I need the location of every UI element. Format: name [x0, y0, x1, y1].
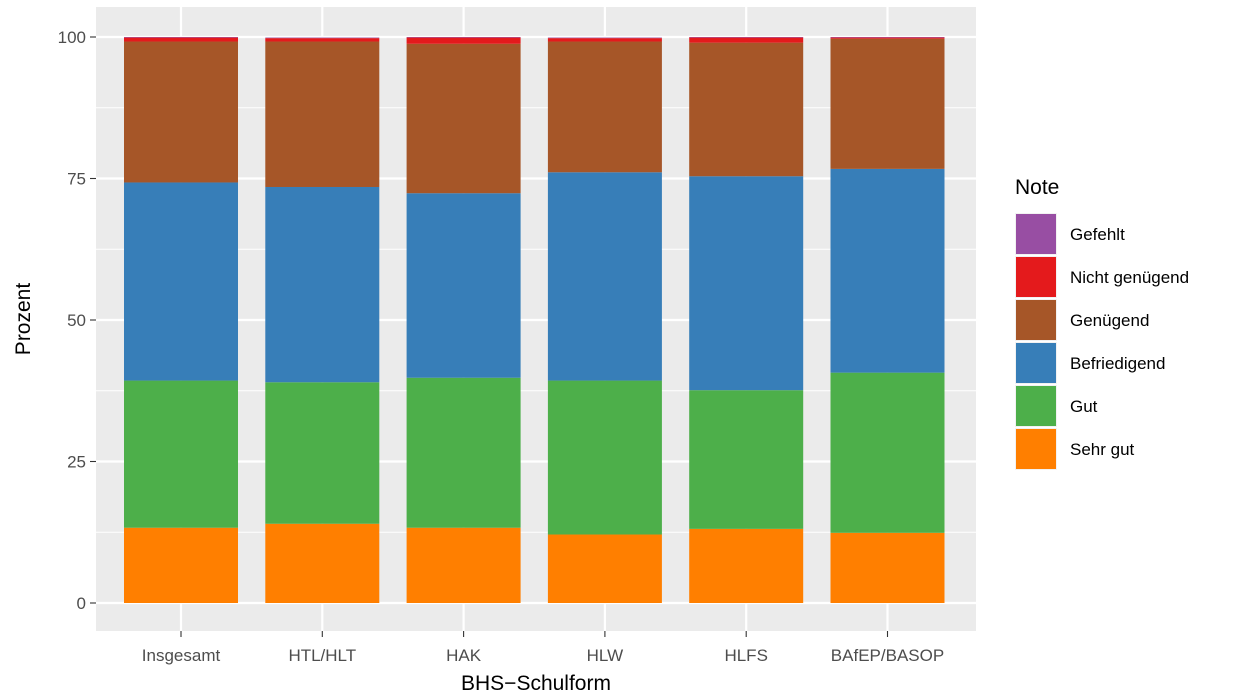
bar-segment	[406, 37, 521, 44]
legend-swatch	[1016, 300, 1056, 340]
legend-item: Genügend	[1015, 299, 1149, 341]
bar-segment	[830, 37, 945, 39]
bar-stack	[689, 37, 804, 603]
legend-item: Sehr gut	[1015, 428, 1135, 470]
bar-stack	[265, 37, 380, 603]
x-tick-label: HTL/HLT	[288, 646, 356, 665]
bar-segment	[830, 372, 945, 533]
legend-label: Sehr gut	[1070, 440, 1135, 459]
x-tick-label: HLFS	[724, 646, 767, 665]
legend-label: Nicht genügend	[1070, 268, 1189, 287]
bar-segment	[265, 37, 380, 39]
y-tick-label: 0	[77, 594, 86, 613]
bar-segment	[547, 41, 662, 173]
bar-segment	[547, 38, 662, 42]
bar-segment	[265, 186, 380, 383]
bar-segment	[689, 37, 804, 38]
x-axis: Insgesamt HTL/HLT HAK HLW HLFS BAfEP/BASOP	[142, 631, 944, 665]
bar-segment	[124, 37, 238, 42]
bar-segment	[265, 41, 380, 187]
bar-segment	[124, 527, 238, 603]
bar-segment	[689, 528, 804, 603]
bar-segment	[406, 43, 521, 194]
bar-segment	[406, 193, 521, 378]
bar-segment	[830, 168, 945, 373]
legend-label: Genügend	[1070, 311, 1149, 330]
legend-item: Befriedigend	[1015, 342, 1165, 384]
x-tick-label: BAfEP/BASOP	[831, 646, 944, 665]
legend-label: Gut	[1070, 397, 1098, 416]
legend-label: Gefehlt	[1070, 225, 1125, 244]
y-axis: 0 25 50 75 100	[58, 28, 96, 613]
bars	[124, 37, 945, 603]
bar-stack	[124, 37, 238, 603]
bar-stack	[406, 37, 521, 603]
bar-segment	[265, 38, 380, 42]
bar-segment	[265, 382, 380, 524]
y-tick-label: 50	[67, 311, 86, 330]
bar-segment	[689, 390, 804, 529]
bar-segment	[547, 380, 662, 535]
bar-segment	[547, 37, 662, 39]
bar-segment	[830, 37, 945, 38]
legend-item: Gut	[1015, 385, 1098, 427]
legend-item: Nicht genügend	[1015, 256, 1189, 298]
bar-segment	[406, 377, 521, 528]
legend-swatch	[1016, 386, 1056, 426]
bar-segment	[830, 532, 945, 603]
x-tick-label: HAK	[446, 646, 482, 665]
bar-segment	[124, 41, 238, 183]
bar-segment	[830, 38, 945, 169]
bar-segment	[124, 380, 238, 528]
legend-swatch	[1016, 257, 1056, 297]
bar-segment	[689, 37, 804, 43]
x-axis-label: BHS−Schulform	[461, 672, 611, 695]
y-tick-label: 100	[58, 28, 86, 47]
bar-stack	[547, 37, 662, 603]
y-axis-label: Prozent	[12, 283, 35, 356]
y-tick-label: 75	[67, 170, 86, 189]
x-tick-label: Insgesamt	[142, 646, 221, 665]
bar-segment	[124, 37, 238, 38]
bar-segment	[406, 527, 521, 603]
y-tick-label: 25	[67, 453, 86, 472]
bar-segment	[406, 37, 521, 38]
bar-segment	[547, 534, 662, 603]
legend-swatch	[1016, 429, 1056, 469]
bar-segment	[124, 182, 238, 381]
legend: Note Gefehlt Nicht genügend Genügend Befrie…	[1015, 176, 1189, 470]
legend-swatch	[1016, 343, 1056, 383]
bar-stack	[830, 37, 945, 603]
legend-title: Note	[1015, 176, 1059, 199]
grid-minor	[96, 107, 976, 533]
bar-segment	[265, 523, 380, 603]
legend-label: Befriedigend	[1070, 354, 1165, 373]
legend-swatch	[1016, 214, 1056, 254]
bar-segment	[689, 176, 804, 391]
x-tick-label: HLW	[587, 646, 624, 665]
legend-item: Gefehlt	[1015, 213, 1125, 255]
bar-segment	[689, 42, 804, 177]
bar-segment	[547, 172, 662, 381]
